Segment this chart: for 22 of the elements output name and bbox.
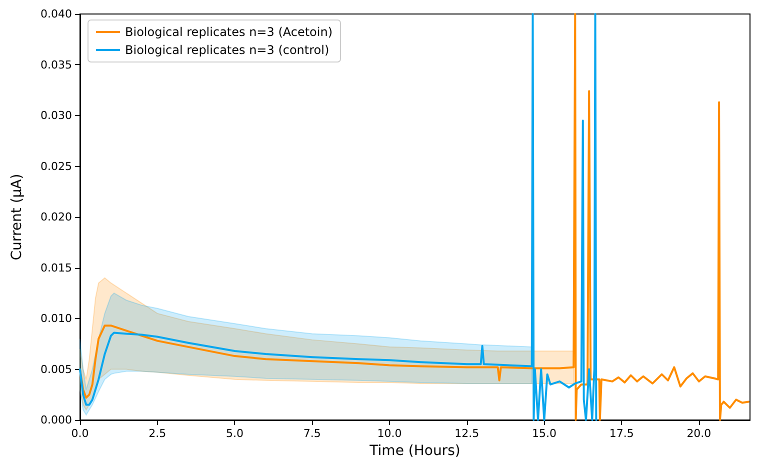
y-tick-label: 0.020 <box>40 210 72 224</box>
y-tick-label: 0.010 <box>40 312 72 325</box>
y-tick-label: 0.005 <box>40 362 72 376</box>
y-tick-label: 0.035 <box>40 58 72 72</box>
y-tick-label: 0.030 <box>40 109 72 122</box>
x-tick-label: 10.0 <box>377 427 402 440</box>
y-tick-label: 0.015 <box>40 261 72 274</box>
x-tick-label: 0.0 <box>71 427 89 440</box>
y-tick-label: 0.000 <box>40 414 72 426</box>
x-tick-label: 2.5 <box>148 427 166 440</box>
x-tick-label: 7.5 <box>303 427 321 440</box>
y-tick-label: 0.040 <box>40 8 72 20</box>
y-tick-label: 0.025 <box>40 160 72 173</box>
x-tick-label: 12.5 <box>454 427 480 440</box>
x-tick-label: 17.5 <box>609 427 634 440</box>
y-axis-title: Current (µA) <box>9 174 25 260</box>
legend-label: Biological replicates n=3 (Acetoin) <box>125 25 333 39</box>
x-axis-title: Time (Hours) <box>368 443 460 459</box>
x-tick-label: 15.0 <box>532 427 556 440</box>
x-tick-label: 20.0 <box>686 427 712 440</box>
x-tick-label: 5.0 <box>226 427 244 440</box>
legend-label: Biological replicates n=3 (control) <box>125 43 330 57</box>
